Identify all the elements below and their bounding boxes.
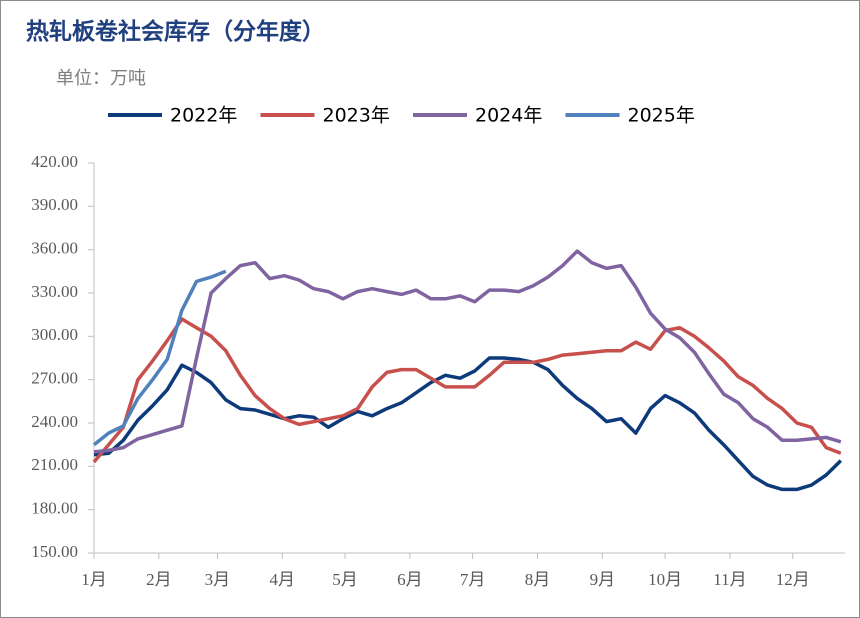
y-tick-label: 150.00	[31, 542, 78, 561]
y-tick-label: 330.00	[31, 282, 78, 301]
series-line	[92, 269, 227, 447]
y-tick-label: 210.00	[31, 455, 78, 474]
series-line	[93, 356, 843, 492]
y-tick-label: 180.00	[31, 499, 78, 518]
chart-subtitle: 单位：万吨	[56, 68, 146, 89]
x-tick-label: 10月	[648, 570, 682, 589]
legend-label: 2024年	[475, 105, 542, 127]
legend: 2022年 2023年 2024年 2025年	[108, 105, 695, 127]
x-tick-label: 5月	[332, 570, 358, 589]
plot-area: 150.00 180.00 210.00 240.00 270.00 300.00 330.…	[31, 152, 845, 589]
x-tick-label: 7月	[460, 570, 486, 589]
x-tick-label: 12月	[776, 570, 810, 589]
x-tick-label: 6月	[397, 570, 423, 589]
y-tick-label: 390.00	[31, 195, 78, 214]
legend-label: 2022年	[170, 105, 237, 127]
x-tick-label: 1月	[81, 570, 107, 589]
x-tick-label: 8月	[525, 570, 551, 589]
x-tick-label: 2月	[146, 570, 172, 589]
y-tick-label: 240.00	[31, 412, 78, 431]
x-tick-label: 9月	[590, 570, 616, 589]
x-tick-label: 11月	[713, 570, 746, 589]
series-line	[93, 249, 842, 454]
x-tick-label: 4月	[270, 570, 296, 589]
chart-title: 热轧板卷社会库存（分年度）	[26, 18, 325, 45]
y-tick-label: 270.00	[31, 369, 78, 388]
series-line	[92, 317, 842, 464]
legend-label: 2025年	[628, 105, 695, 127]
y-tick-label: 360.00	[31, 239, 78, 258]
y-tick-label: 420.00	[31, 152, 78, 171]
y-tick-label: 300.00	[31, 325, 78, 344]
legend-label: 2023年	[323, 105, 390, 127]
x-tick-label: 3月	[205, 570, 231, 589]
